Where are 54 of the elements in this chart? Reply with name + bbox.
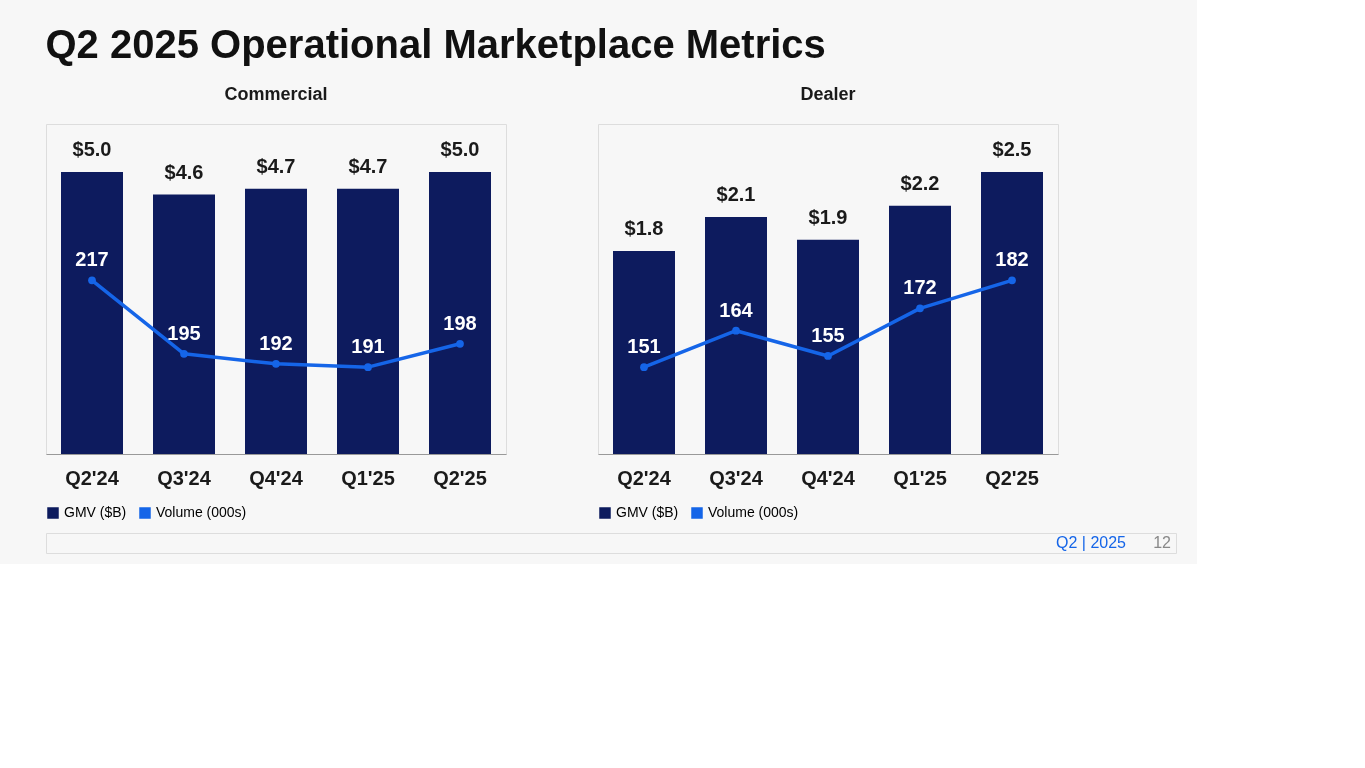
data-label: 151 [627,335,661,358]
data-label: $4.7 [348,154,388,177]
data-label: $2.2 [900,171,940,194]
data-label: $4.7 [256,154,296,177]
bar [981,171,1043,454]
point [916,304,924,313]
data-label: 164 [719,298,754,321]
data-label: $4.6 [164,160,204,183]
point [1008,276,1016,285]
x-tick-label: Q4'24 [801,466,856,489]
legend-label: GMV ($B) [616,504,679,520]
legend-label: Volume (000s) [156,504,247,520]
x-tick-label: Q4'24 [249,466,304,489]
point [88,276,96,285]
chart-subtitle: Commercial [224,84,328,104]
data-label: 195 [167,321,201,344]
data-label: $2.5 [992,137,1032,160]
legend-label: GMV ($B) [64,504,127,520]
data-label: 182 [995,248,1029,271]
text: Q2 | 2025 [1056,534,1127,551]
point [456,339,464,348]
data-label: $1.9 [808,205,848,228]
point [732,326,740,335]
x-tick-label: Q1'25 [341,466,395,489]
bar [613,250,675,454]
point [640,363,648,372]
point [824,352,832,360]
chart-title: Q2 2025 Operational Marketplace Metrics [45,21,826,66]
data-label: $5.0 [72,137,112,160]
bar [705,217,767,454]
x-tick-label: Q3'24 [157,466,212,489]
bar [797,239,859,454]
data-label: 192 [259,331,293,354]
data-label: $2.1 [716,183,756,206]
legend-label: Volume (000s) [708,504,799,520]
x-tick-label: Q2'24 [617,466,672,489]
x-tick-label: Q2'25 [433,466,487,489]
x-tick-label: Q3'24 [709,466,764,489]
data-label: 191 [351,335,385,358]
data-label: 217 [75,248,109,271]
data-label: 155 [811,323,845,346]
data-label: $5.0 [440,137,480,160]
bar [889,205,951,454]
x-tick-label: Q1'25 [893,466,947,489]
point [364,363,372,372]
data-label: 172 [903,276,937,299]
x-tick-label: Q2'25 [985,466,1039,489]
point [180,349,188,358]
data-label: $1.8 [624,216,664,239]
x-tick-label: Q2'24 [65,466,120,489]
chart-subtitle: Dealer [800,84,856,104]
text: 12 [1153,534,1172,551]
point [272,359,280,368]
data-label: 198 [443,311,477,334]
